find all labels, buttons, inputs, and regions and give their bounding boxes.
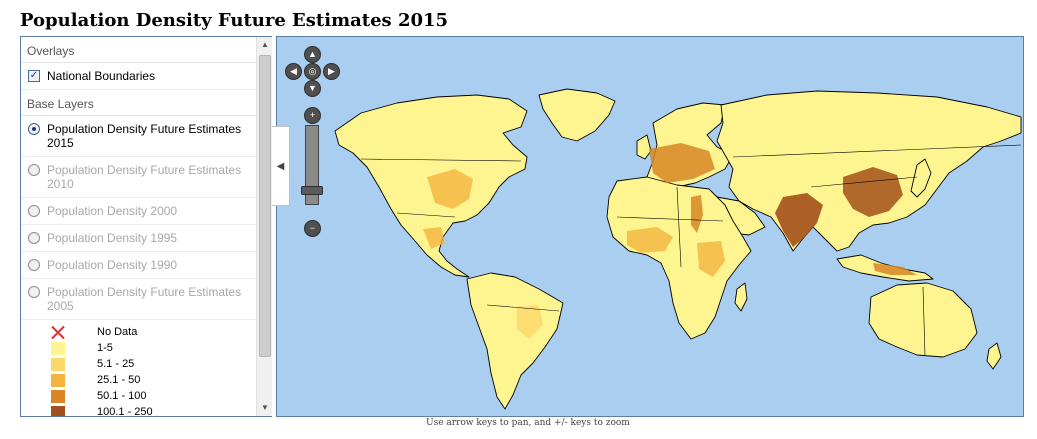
boundary-brazil [486,304,560,312]
base-layer-label: Population Density Future Estimates 2010 [47,163,242,191]
base-layer-label[interactable]: Population Density Future Estimates 2015 [47,122,242,150]
radio-icon [28,164,40,176]
hotspot-nile [691,195,703,233]
boundary-china [810,176,918,188]
pan-right-button[interactable]: ▶ [323,63,340,80]
layer-switcher-panel: Overlays ✓ National Boundaries Base Laye… [20,36,272,417]
radio-selected-icon[interactable] [28,123,40,135]
zoom-out-button[interactable]: − [304,220,321,237]
base-layer-1995: Population Density 1995 [21,225,257,252]
new-zealand [986,342,1002,370]
arrow-down-icon[interactable]: ▼ [308,83,317,93]
zoom-slider-handle[interactable] [301,186,323,195]
density-layer [423,143,917,339]
overlay-national-boundaries[interactable]: ✓ National Boundaries [21,63,257,90]
hotspot-india [775,193,823,247]
legend-item: 100.1 - 250 [51,404,257,416]
legend-item: 1-5 [51,340,257,356]
chevron-left-icon[interactable]: ◀ [276,161,285,172]
checkbox-icon[interactable]: ✓ [28,70,40,82]
legend-swatch [51,357,65,371]
hotspot-east-us [427,169,473,209]
layer-list: Overlays ✓ National Boundaries Base Laye… [21,37,257,416]
hotspot-east-africa [697,241,725,277]
hotspot-mexico [423,227,445,249]
hotspot-south-america [517,305,543,339]
no-data-cross-icon [51,326,65,339]
japan [910,158,932,198]
legend: No Data 1-5 5.1 - 25 25.1 - 50 50.1 - 10… [21,320,257,416]
map-viewport[interactable]: ▲ ◀ ◎ ▶ ▼ + − [276,36,1024,417]
pan-up-button[interactable]: ▲ [304,46,321,63]
legend-label: 5.1 - 25 [97,358,135,370]
legend-label: 50.1 - 100 [97,390,147,402]
arrow-right-icon[interactable]: ▶ [328,66,335,76]
boundary-africa-2 [676,186,682,268]
scroll-thumb[interactable] [259,55,271,357]
arrow-up-icon[interactable]: ▲ [308,49,317,59]
keyboard-hint: Use arrow keys to pan, and +/- keys to z… [426,418,630,428]
legend-swatch [51,341,65,355]
africa [606,176,752,340]
scroll-up-icon[interactable]: ▲ [261,40,269,49]
legend-item: 25.1 - 50 [51,372,257,388]
legend-item: No Data [51,324,257,340]
legend-swatch [51,405,65,416]
boundary-us-canada [360,158,522,162]
page-title: Population Density Future Estimates 2015 [20,10,449,31]
hotspot-west-africa [627,227,673,253]
base-layer-2000: Population Density 2000 [21,198,257,225]
hotspot-indonesia [873,263,917,275]
legend-item: 5.1 - 25 [51,356,257,372]
legend-label: 25.1 - 50 [97,374,141,386]
overlays-heading: Overlays [21,37,257,63]
australia [868,282,978,358]
plus-icon[interactable]: + [309,110,316,120]
base-layer-2015[interactable]: Population Density Future Estimates 2015 [21,116,257,157]
arrow-left-icon[interactable]: ◀ [290,66,297,76]
hotspot-europe [649,143,715,183]
base-layer-label: Population Density 1995 [47,231,178,245]
pan-left-button[interactable]: ◀ [285,63,302,80]
overlay-label[interactable]: National Boundaries [47,69,156,83]
national-boundaries [360,144,1022,356]
radio-icon [28,259,40,271]
minus-icon[interactable]: − [309,223,316,233]
boundary-africa-1 [616,216,724,222]
boundary-us-mexico [396,212,456,218]
zoom-in-button[interactable]: + [304,107,321,124]
boundary-australia [922,286,926,356]
legend-item: 50.1 - 100 [51,388,257,404]
legend-label: No Data [97,326,138,338]
base-layer-label: Population Density 2000 [47,204,178,218]
base-layer-2005: Population Density Future Estimates 2005 [21,279,257,320]
base-layer-1990: Population Density 1990 [21,252,257,279]
boundary-russia [732,144,1022,158]
base-layer-label: Population Density 1990 [47,258,178,272]
base-layer-2010: Population Density Future Estimates 2010 [21,157,257,198]
globe-icon[interactable]: ◎ [308,66,317,76]
base-layers-heading: Base Layers [21,90,257,116]
radio-icon [28,232,40,244]
world-map[interactable] [277,37,1024,417]
madagascar [734,282,748,312]
base-layer-label: Population Density Future Estimates 2005 [47,285,242,313]
panel-scrollbar[interactable]: ▲ ▼ [256,37,272,416]
british-isles [636,134,652,160]
zoom-slider-rail[interactable] [305,125,319,205]
radio-icon [28,286,40,298]
legend-label: 100.1 - 250 [97,406,153,416]
pan-down-button[interactable]: ▼ [304,80,321,97]
greenland [538,88,616,142]
legend-swatch [51,389,65,403]
scroll-down-icon[interactable]: ▼ [261,403,269,412]
radio-icon [28,205,40,217]
collapse-panel-button[interactable]: ◀ [272,126,290,206]
zoom-world-button[interactable]: ◎ [304,63,321,80]
legend-label: 1-5 [97,342,113,354]
legend-swatch [51,373,65,387]
